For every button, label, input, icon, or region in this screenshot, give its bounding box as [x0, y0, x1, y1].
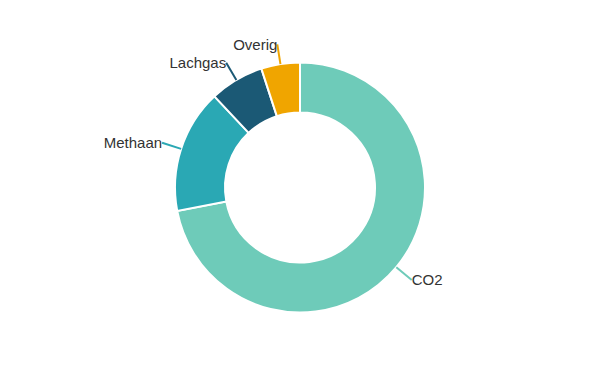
svg-text:CO2: CO2: [412, 271, 443, 288]
svg-text:Lachgas: Lachgas: [169, 54, 226, 71]
svg-text:Methaan: Methaan: [104, 134, 162, 151]
svg-text:Overig: Overig: [233, 36, 277, 53]
